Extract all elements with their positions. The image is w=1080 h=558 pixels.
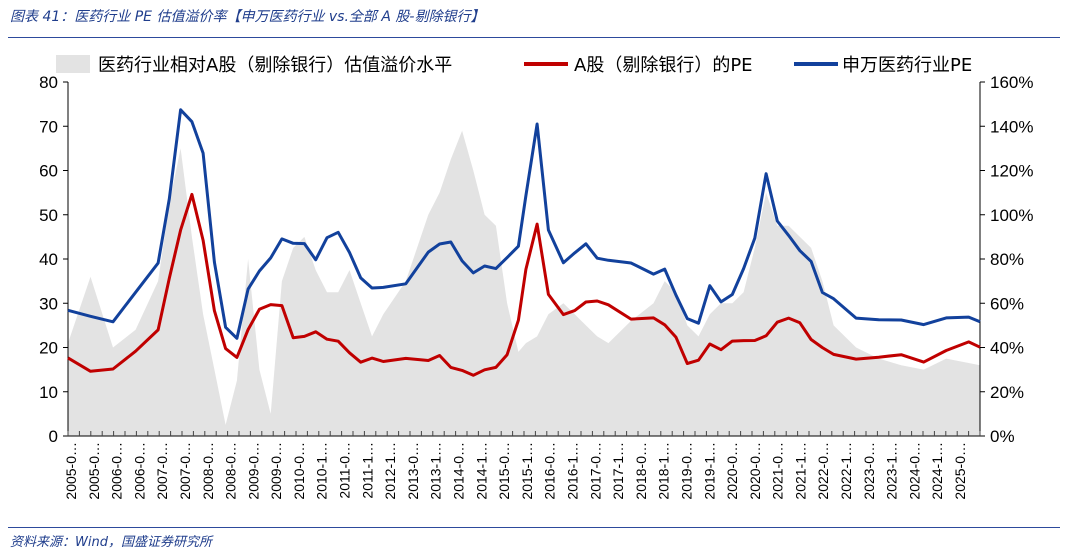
x-tick-label: 2012-1… — [382, 442, 398, 500]
area-layer — [68, 130, 980, 436]
y-right-tick-label: 80% — [990, 250, 1024, 269]
y-right-tick-label: 160% — [990, 73, 1033, 92]
x-tick-label: 2010-0… — [291, 442, 307, 500]
x-tick-label: 2023-0… — [861, 442, 877, 500]
x-tick-label: 2025-0… — [952, 442, 968, 500]
y-right-tick-label: 140% — [990, 117, 1033, 136]
x-tick-label: 2005-0… — [63, 442, 79, 500]
y-left-tick-label: 20 — [39, 339, 58, 358]
x-tick-label: 2021-0… — [770, 442, 786, 500]
x-tick-label: 2019-0… — [679, 442, 695, 500]
y-right-tick-label: 100% — [990, 206, 1033, 225]
x-tick-label: 2016-1… — [565, 442, 581, 500]
series-line-a-share-pe — [67, 192, 981, 377]
y-right-tick-label: 60% — [990, 294, 1024, 313]
x-tick-label: 2020-0… — [724, 442, 740, 500]
legend: 医药行业相对A股（剔除银行）估值溢价水平 A股（剔除银行）的PE 申万医药行业PE — [56, 55, 972, 76]
x-tick-label: 2018-1… — [656, 442, 672, 500]
y-left-tick-label: 0 — [49, 427, 58, 446]
x-tick-label: 2017-0… — [587, 442, 603, 500]
y-right-tick-label: 120% — [990, 162, 1033, 181]
x-tick-label: 2014-1… — [473, 442, 489, 500]
x-tick-label: 2010-1… — [314, 442, 330, 500]
legend-swatch-area — [56, 55, 90, 73]
x-tick-label: 2014-0… — [451, 442, 467, 500]
x-tick-label: 2015-0… — [496, 442, 512, 500]
y-left-tick-label: 40 — [39, 250, 58, 269]
x-tick-label: 2006-0… — [109, 442, 125, 500]
y-right-tick-label: 40% — [990, 339, 1024, 358]
figure-title: 图表 41：医药行业 PE 估值溢价率【申万医药行业 vs.全部 A 股-剔除银… — [10, 9, 485, 25]
x-tick-label: 2021-1… — [792, 442, 808, 500]
x-tick-label: 2006-0… — [131, 442, 147, 500]
x-tick-label: 2022-1… — [838, 442, 854, 500]
x-tick-label: 2015-1… — [519, 442, 535, 500]
x-tick-label: 2020-0… — [747, 442, 763, 500]
x-tick-label: 2016-0… — [542, 442, 558, 500]
y-right-tick-label: 20% — [990, 383, 1024, 402]
x-tick-label: 2018-0… — [633, 442, 649, 500]
x-tick-label: 2013-1… — [428, 442, 444, 500]
lines-layer — [67, 108, 981, 377]
x-tick-label: 2011-0… — [337, 442, 353, 499]
x-tick-label: 2009-0… — [268, 442, 284, 500]
x-tick-label: 2007-0… — [154, 442, 170, 500]
y-left-tick-label: 10 — [39, 383, 58, 402]
x-tick-label: 2019-1… — [701, 442, 717, 500]
series-area-premium — [68, 130, 980, 436]
figure-source: 资料来源：Wind，国盛证券研究所 — [10, 535, 212, 550]
x-tick-label: 2008-0… — [223, 442, 239, 500]
x-tick-label: 2023-1… — [884, 442, 900, 500]
legend-label: 申万医药行业PE — [842, 55, 972, 76]
x-tick-label: 2009-0… — [245, 442, 261, 500]
source-divider — [8, 527, 1060, 528]
y-left-tick-label: 80 — [39, 73, 58, 92]
x-tick-label: 2017-1… — [610, 442, 626, 500]
x-tick-label: 2011-1… — [359, 442, 375, 499]
y-left-tick-label: 60 — [39, 162, 58, 181]
x-tick-label: 2005-0… — [86, 442, 102, 500]
y-right-tick-label: 0% — [990, 427, 1015, 446]
x-tick-label: 2022-0… — [815, 442, 831, 500]
x-tick-label: 2008-0… — [200, 442, 216, 500]
title-divider — [8, 37, 1060, 38]
legend-label: A股（剔除银行）的PE — [574, 55, 753, 76]
series-line-pharma-pe — [67, 108, 981, 340]
x-tick-label: 2024-0… — [906, 442, 922, 500]
y-left-tick-label: 30 — [39, 294, 58, 313]
legend-label: 医药行业相对A股（剔除银行）估值溢价水平 — [98, 55, 452, 76]
axes-layer: 0 10 20 30 40 50 60 70 80 0% 20% 40% 60% 80% 100% 120% 1… — [39, 73, 1033, 500]
x-tick-label: 2013-0… — [405, 442, 421, 500]
y-left-tick-label: 50 — [39, 206, 58, 225]
x-tick-label: 2007-0… — [177, 442, 193, 500]
y-left-tick-label: 70 — [39, 117, 58, 136]
x-tick-label: 2024-1… — [929, 442, 945, 500]
